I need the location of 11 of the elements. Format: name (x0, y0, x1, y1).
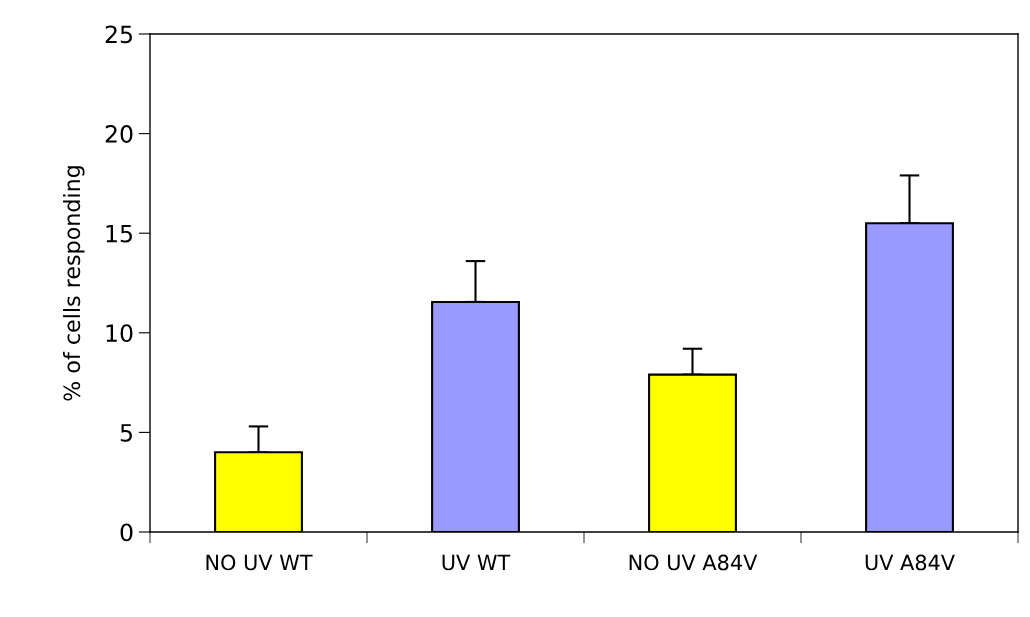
x-tick-label: NO UV A84V (629, 554, 758, 571)
x-tick-label: UV WT (442, 554, 511, 571)
x-tick-label: NO UV WT (206, 554, 313, 571)
y-tick-label: 5 (120, 424, 132, 442)
y-tick-label: 20 (105, 125, 133, 143)
y-tick-label: 0 (120, 523, 133, 542)
y-tick-label: 15 (106, 224, 132, 243)
y-axis-title: % of cells responding (63, 166, 85, 401)
y-tick-label: 25 (105, 25, 132, 44)
x-tick-label: UV A84V (865, 554, 955, 571)
y-tick-label: 10 (106, 324, 133, 343)
